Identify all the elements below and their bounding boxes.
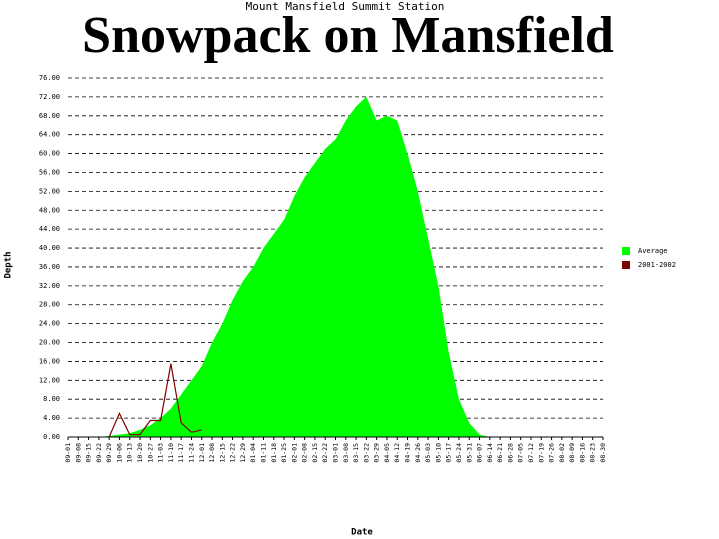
x-tick-label: 12-22 <box>229 443 237 463</box>
x-tick-label: 07-05 <box>517 443 525 463</box>
x-tick-label: 05-24 <box>455 443 463 463</box>
x-tick-label: 10-20 <box>136 443 144 463</box>
x-tick-label: 10-27 <box>146 443 154 463</box>
x-tick-label: 06-28 <box>506 443 514 463</box>
x-tick-label: 08-16 <box>578 443 586 463</box>
x-tick-label: 04-19 <box>404 443 412 463</box>
x-tick-label: 02-15 <box>311 443 319 463</box>
x-tick-label: 01-04 <box>249 443 257 463</box>
x-tick-label: 09-22 <box>95 443 103 463</box>
x-tick-label: 05-10 <box>434 443 442 463</box>
y-tick-label: 20.00 <box>39 339 60 347</box>
x-tick-label: 10-06 <box>115 443 123 463</box>
x-tick-label: 03-08 <box>342 443 350 463</box>
x-tick-label: 12-08 <box>208 443 216 463</box>
x-tick-label: 05-03 <box>424 443 432 463</box>
y-tick-label: 12.00 <box>39 376 60 384</box>
x-tick-label: 09-08 <box>74 443 82 463</box>
x-tick-label: 03-15 <box>352 443 360 463</box>
x-tick-label: 03-29 <box>373 443 381 463</box>
x-tick-label: 03-22 <box>362 443 370 463</box>
x-tick-label: 12-29 <box>239 443 247 463</box>
x-tick-label: 07-19 <box>537 443 545 463</box>
y-tick-label: 4.00 <box>43 414 60 422</box>
y-tick-label: 28.00 <box>39 301 60 309</box>
y-tick-label: 68.00 <box>39 112 60 120</box>
x-tick-label: 11-10 <box>167 443 175 463</box>
x-tick-label: 08-23 <box>589 443 597 463</box>
y-tick-label: 40.00 <box>39 244 60 252</box>
chart-subtitle: Mount Mansfield Summit Station <box>246 0 445 13</box>
line <box>108 363 202 438</box>
x-tick-label: 08-02 <box>558 443 566 463</box>
area <box>68 96 603 437</box>
x-tick-label: 11-03 <box>157 443 165 463</box>
legend-swatch <box>622 261 630 269</box>
x-axis-label: Date <box>351 528 373 538</box>
chart-title: Snowpack on Mansfield <box>82 7 614 64</box>
x-tick-label: 09-15 <box>85 443 93 463</box>
x-tick-label: 10-13 <box>126 443 134 463</box>
x-tick-label: 01-18 <box>270 443 278 463</box>
x-tick-label: 05-31 <box>465 443 473 463</box>
legend-label: 2001-2002 <box>638 261 676 269</box>
x-tick-label: 04-05 <box>383 443 391 463</box>
x-tick-label: 09-01 <box>64 443 72 463</box>
x-tick-label: 11-17 <box>177 443 185 463</box>
x-tick-label: 03-01 <box>332 443 340 463</box>
y-tick-label: 8.00 <box>43 395 60 403</box>
y-tick-label: 72.00 <box>39 93 60 101</box>
y-tick-label: 16.00 <box>39 357 60 365</box>
legend-label: Average <box>638 247 668 255</box>
x-tick-label: 02-22 <box>321 443 329 463</box>
x-tick-label: 06-07 <box>476 443 484 463</box>
x-tick-label: 04-12 <box>393 443 401 463</box>
y-axis-label: Depth <box>4 251 14 278</box>
y-tick-label: 0.00 <box>43 433 60 441</box>
x-tick-label: 06-14 <box>486 443 494 463</box>
x-tick-label: 05-17 <box>445 443 453 463</box>
x-tick-label: 06-21 <box>496 443 504 463</box>
y-tick-label: 76.00 <box>39 74 60 82</box>
y-tick-label: 36.00 <box>39 263 60 271</box>
x-tick-label: 09-29 <box>105 443 113 463</box>
legend-swatch <box>622 247 630 255</box>
x-tick-label: 07-26 <box>548 443 556 463</box>
y-tick-label: 56.00 <box>39 168 60 176</box>
y-tick-label: 44.00 <box>39 225 60 233</box>
y-tick-label: 32.00 <box>39 282 60 290</box>
y-tick-label: 60.00 <box>39 150 60 158</box>
y-tick-label: 24.00 <box>39 320 60 328</box>
y-tick-label: 52.00 <box>39 187 60 195</box>
x-tick-label: 08-30 <box>599 443 607 463</box>
x-tick-label: 12-01 <box>198 443 206 463</box>
x-tick-label: 12-15 <box>218 443 226 463</box>
x-tick-label: 08-09 <box>568 443 576 463</box>
x-tick-label: 02-08 <box>301 443 309 463</box>
x-tick-label: 01-11 <box>259 443 267 463</box>
x-tick-label: 01-25 <box>280 443 288 463</box>
y-tick-label: 48.00 <box>39 206 60 214</box>
x-tick-label: 02-01 <box>290 443 298 463</box>
y-tick-label: 64.00 <box>39 131 60 139</box>
x-tick-label: 07-12 <box>527 443 535 463</box>
x-tick-label: 11-24 <box>187 443 195 463</box>
x-tick-label: 04-26 <box>414 443 422 463</box>
